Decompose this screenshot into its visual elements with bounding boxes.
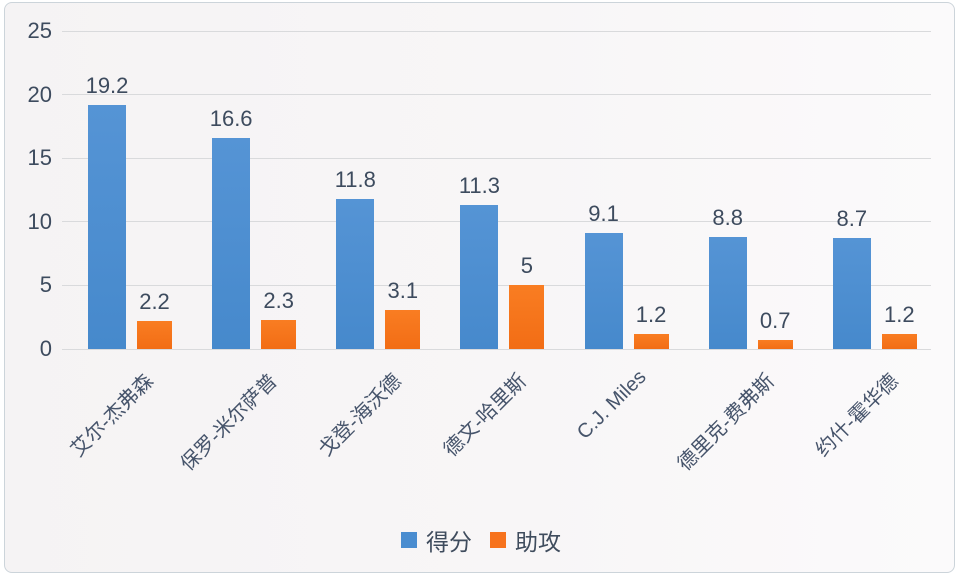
value-label: 16.6 xyxy=(209,105,253,131)
gridline xyxy=(62,30,931,32)
legend-swatch-assists xyxy=(490,532,506,548)
value-label: 0.7 xyxy=(759,308,791,334)
y-axis-tick-label: 15 xyxy=(27,145,52,171)
legend-item-assists: 助攻 xyxy=(490,523,561,557)
value-label: 2.3 xyxy=(263,287,294,313)
bar-points xyxy=(212,137,251,349)
bar-points xyxy=(832,238,871,349)
bar-points xyxy=(88,104,126,349)
value-label: 8.7 xyxy=(836,206,868,232)
bar-assists xyxy=(881,333,917,349)
bar-assists xyxy=(385,309,421,349)
value-label: 2.2 xyxy=(139,289,170,315)
bar-assists xyxy=(633,333,669,349)
gridline xyxy=(62,348,931,350)
value-label: 8.8 xyxy=(712,205,743,231)
bar-assists xyxy=(757,340,793,349)
y-axis-tick-label: 5 xyxy=(39,272,52,298)
value-label: 11.8 xyxy=(334,166,376,192)
bar-assists xyxy=(509,285,545,349)
legend: 得分 助攻 xyxy=(0,523,962,557)
legend-swatch-points xyxy=(401,532,417,548)
bar-assists xyxy=(137,321,172,349)
value-label: 19.2 xyxy=(85,72,129,98)
y-axis-tick-label: 20 xyxy=(27,81,52,107)
bar-assists xyxy=(261,319,297,349)
value-label: 1.2 xyxy=(884,301,915,327)
value-label: 1.2 xyxy=(635,301,667,327)
bar-points xyxy=(708,237,747,349)
y-axis-tick-label: 10 xyxy=(27,208,52,234)
value-label: 11.3 xyxy=(458,173,501,199)
bar-points xyxy=(460,205,499,349)
value-label: 5 xyxy=(520,253,534,279)
gridline xyxy=(62,157,931,159)
legend-label: 助攻 xyxy=(515,529,561,555)
gridline xyxy=(62,94,931,96)
y-axis-tick-label: 0 xyxy=(39,336,52,361)
value-label: 3.1 xyxy=(387,277,419,303)
bar-points xyxy=(584,233,623,349)
bar-points xyxy=(336,198,375,349)
legend-label: 得分 xyxy=(426,529,472,555)
y-axis-tick-label: 25 xyxy=(27,18,52,43)
legend-item-points: 得分 xyxy=(401,523,472,557)
value-label: 9.1 xyxy=(588,201,619,227)
